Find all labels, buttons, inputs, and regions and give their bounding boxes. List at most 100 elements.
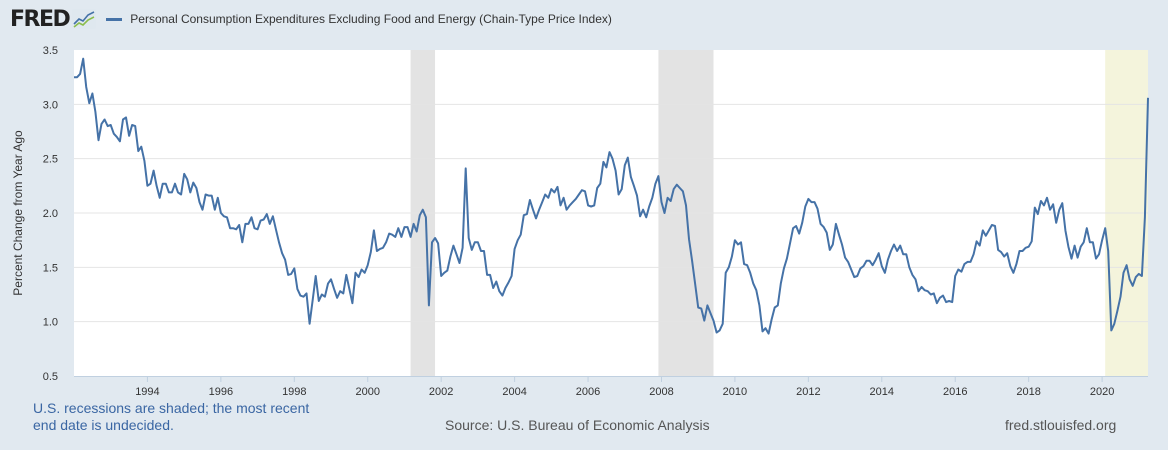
data-point [250, 216, 253, 219]
data-point [792, 227, 795, 230]
data-point [1012, 271, 1015, 274]
data-point [752, 282, 755, 285]
data-point [755, 289, 758, 292]
data-point [446, 269, 449, 272]
data-point [1091, 241, 1094, 244]
data-point [388, 232, 391, 235]
data-point [394, 235, 397, 238]
data-point [531, 208, 534, 211]
data-point [602, 160, 605, 163]
legend-swatch [106, 17, 123, 21]
data-point [678, 187, 681, 190]
data-point [109, 123, 112, 126]
data-point [1131, 284, 1134, 287]
data-point [660, 201, 663, 204]
data-point [749, 271, 752, 274]
data-point [1027, 245, 1030, 248]
data-point [565, 208, 568, 211]
data-point [941, 294, 944, 297]
data-point [140, 145, 143, 148]
data-point [801, 221, 804, 224]
data-point [360, 268, 363, 271]
data-point [636, 194, 639, 197]
data-point [330, 278, 333, 281]
data-point [483, 250, 486, 253]
data-point [813, 201, 816, 204]
data-point [479, 250, 482, 253]
data-point [391, 233, 394, 236]
data-point [899, 244, 902, 247]
data-point [434, 236, 437, 239]
data-point [1042, 204, 1045, 207]
data-point [1009, 265, 1012, 268]
data-point [170, 191, 173, 194]
data-point [877, 252, 880, 255]
data-point [262, 218, 265, 221]
data-point [385, 241, 388, 244]
data-point [1101, 239, 1104, 242]
data-point [173, 182, 176, 185]
fred-url-link[interactable]: fred.stlouisfed.org [1005, 417, 1117, 433]
data-point [167, 191, 170, 194]
data-point [694, 282, 697, 285]
data-point [1000, 251, 1003, 254]
x-tick-label: 2010 [723, 386, 747, 398]
data-point [886, 258, 889, 261]
data-point [204, 193, 207, 196]
data-point [990, 223, 993, 226]
data-point [580, 189, 583, 192]
data-point [143, 159, 146, 162]
data-point [183, 172, 186, 175]
data-point [987, 229, 990, 232]
data-point [770, 318, 773, 321]
fred-logo[interactable]: FRED [10, 6, 71, 32]
data-point [587, 204, 590, 207]
data-point [409, 235, 412, 238]
data-point [528, 198, 531, 201]
data-point [1076, 256, 1079, 259]
data-point [458, 261, 461, 264]
data-point [79, 72, 82, 75]
data-point [427, 304, 430, 307]
data-point [232, 227, 235, 230]
x-tick-label: 1998 [282, 386, 306, 398]
data-point [305, 292, 308, 295]
data-point [210, 194, 213, 197]
data-point [91, 92, 94, 95]
data-point [556, 185, 559, 188]
source-text: Source: U.S. Bureau of Economic Analysis [445, 417, 710, 433]
data-point [908, 266, 911, 269]
data-point [929, 293, 932, 296]
data-point [1061, 202, 1064, 205]
data-point [284, 258, 287, 261]
data-point [519, 233, 522, 236]
data-point [896, 250, 899, 253]
y-tick-label: 0.5 [43, 371, 58, 383]
data-point [421, 208, 424, 211]
data-point [473, 241, 476, 244]
data-point [431, 241, 434, 244]
data-point [675, 183, 678, 186]
data-point [452, 244, 455, 247]
data-point [137, 150, 140, 153]
data-point [981, 229, 984, 232]
data-point [82, 57, 85, 60]
data-point [773, 306, 776, 309]
data-point [274, 228, 277, 231]
data-point [1046, 196, 1049, 199]
data-point [268, 222, 271, 225]
data-point [1067, 245, 1070, 248]
data-point [525, 213, 528, 216]
data-point [348, 288, 351, 291]
data-point [333, 288, 336, 291]
data-point [785, 257, 788, 260]
data-point [782, 267, 785, 270]
data-point [351, 302, 354, 305]
data-point [856, 275, 859, 278]
data-point [336, 296, 339, 299]
data-point [926, 290, 929, 293]
data-point [963, 263, 966, 266]
data-point [323, 295, 326, 298]
data-point [76, 76, 79, 79]
data-point [244, 222, 247, 225]
